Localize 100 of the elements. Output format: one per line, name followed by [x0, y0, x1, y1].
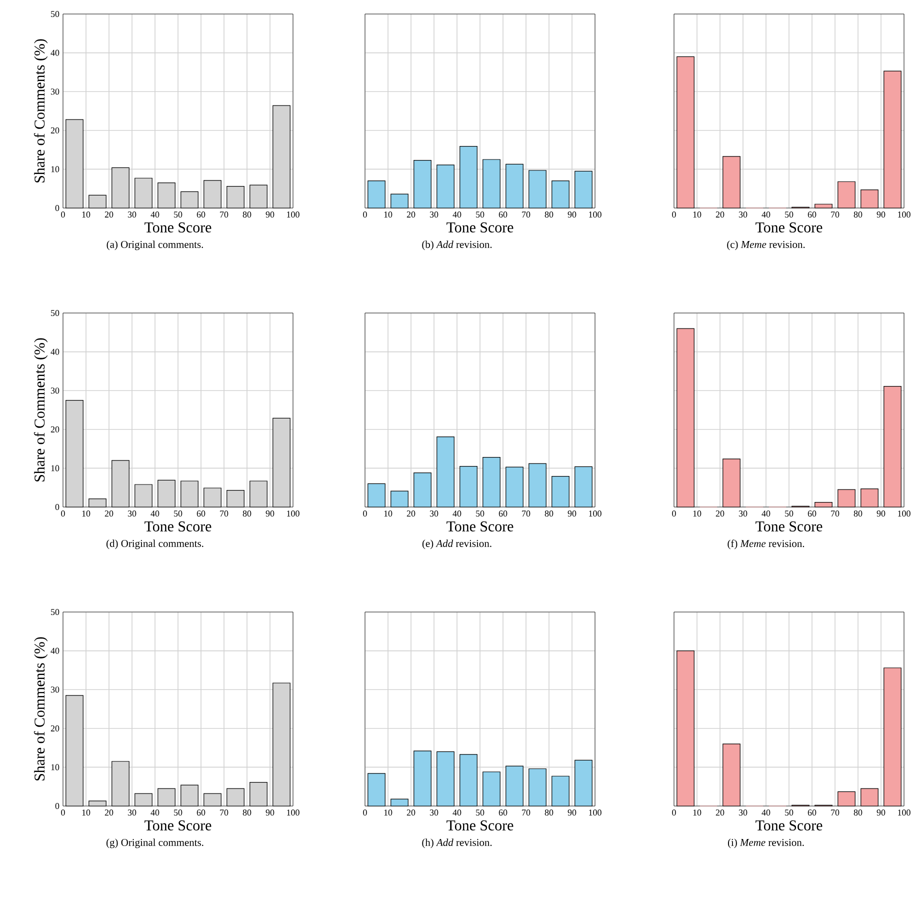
- x-tick-label: 30: [128, 810, 136, 816]
- x-tick-label: 60: [196, 212, 206, 218]
- x-tick-label: 80: [544, 212, 554, 218]
- x-tick-label: 20: [716, 212, 724, 218]
- x-tick-label: 80: [242, 510, 252, 517]
- x-tick-label: 50: [174, 510, 182, 517]
- x-tick-label: 0: [61, 212, 65, 218]
- x-tick-label: 60: [808, 212, 816, 218]
- x-tick-label: 20: [716, 510, 724, 517]
- x-tick-label: 10: [693, 510, 702, 517]
- y-tick-label: 50: [51, 10, 60, 18]
- y-tick-label: 40: [50, 648, 60, 654]
- x-tick-label: 0: [672, 212, 676, 218]
- x-tick-label: 70: [522, 212, 530, 218]
- x-tick-label: 90: [266, 212, 274, 218]
- y-tick-label: 20: [50, 725, 60, 732]
- y-tick-label: 30: [50, 388, 60, 394]
- y-axis-title: Share of Comments (%): [34, 39, 48, 182]
- x-tick-label: 40: [150, 212, 160, 218]
- x-tick-label: 50: [785, 510, 794, 517]
- y-tick-label: 50: [51, 608, 60, 616]
- x-tick-label: 70: [220, 510, 228, 517]
- x-tick-label: 10: [693, 212, 702, 218]
- y-tick-label: 0: [55, 504, 60, 510]
- x-tick-label: 10: [82, 510, 90, 517]
- x-tick-label: 60: [808, 810, 816, 816]
- text: (a) Original comments.: [106, 240, 203, 250]
- x-tick-label: 100: [287, 510, 300, 517]
- x-tick-label: 70: [831, 212, 840, 218]
- x-tick-label: 80: [242, 212, 252, 218]
- x-tick-label: 30: [430, 212, 438, 218]
- x-tick-label: 90: [266, 510, 274, 517]
- x-tick-label: 100: [589, 510, 602, 517]
- x-tick-label: 50: [785, 810, 794, 816]
- x-tick-label: 0: [61, 810, 65, 816]
- x-tick-label: 30: [430, 510, 438, 517]
- x-tick-label: 70: [220, 810, 228, 816]
- text: (h) Add revision.: [422, 838, 492, 848]
- x-tick-label: 30: [128, 212, 136, 218]
- x-tick-label: 70: [831, 510, 840, 517]
- x-axis-title: Tone Score: [756, 521, 822, 532]
- x-tick-label: 10: [384, 810, 392, 816]
- x-tick-label: 80: [242, 810, 252, 816]
- x-tick-label: 100: [287, 212, 300, 218]
- x-axis-title: Tone Score: [446, 820, 514, 830]
- x-tick-label: 10: [384, 510, 392, 517]
- text: (c) Meme revision.: [727, 240, 805, 250]
- x-tick-label: 20: [104, 510, 114, 517]
- x-tick-label: 40: [762, 212, 770, 218]
- x-tick-label: 70: [522, 510, 530, 517]
- x-tick-label: 10: [384, 212, 392, 218]
- x-tick-label: 40: [452, 510, 462, 517]
- x-tick-label: 60: [498, 510, 508, 517]
- y-axis-title: Share of Comments (%): [34, 338, 48, 482]
- x-tick-label: 40: [150, 810, 160, 816]
- x-tick-label: 40: [762, 810, 770, 816]
- x-tick-label: 50: [476, 212, 484, 218]
- x-tick-label: 30: [128, 510, 136, 517]
- x-axis-title: Tone Score: [144, 521, 212, 532]
- x-tick-label: 60: [196, 810, 206, 816]
- x-tick-label: 90: [876, 510, 886, 517]
- x-tick-label: 40: [452, 810, 462, 816]
- x-tick-label: 20: [104, 212, 114, 218]
- x-tick-label: 0: [363, 810, 367, 816]
- x-tick-label: 40: [762, 510, 770, 517]
- y-tick-label: 20: [50, 426, 60, 432]
- x-tick-label: 60: [498, 212, 508, 218]
- x-tick-label: 90: [568, 212, 576, 218]
- x-tick-label: 60: [196, 510, 206, 517]
- x-tick-label: 20: [406, 510, 416, 517]
- x-tick-label: 40: [150, 510, 160, 517]
- x-tick-label: 60: [498, 810, 508, 816]
- text: (f) Meme revision.: [728, 540, 804, 550]
- x-tick-label: 50: [174, 212, 182, 218]
- x-tick-label: 70: [220, 212, 228, 218]
- x-tick-label: 30: [738, 810, 748, 816]
- text: (i) Meme revision.: [728, 838, 804, 848]
- x-axis-title: Tone Score: [144, 222, 212, 232]
- y-tick-label: 30: [50, 88, 60, 95]
- x-tick-label: 50: [785, 212, 794, 218]
- y-tick-label: 10: [51, 764, 60, 770]
- x-tick-label: 30: [738, 212, 748, 218]
- x-tick-label: 0: [672, 810, 676, 816]
- x-axis-title: Tone Score: [446, 521, 514, 532]
- x-tick-label: 90: [266, 810, 274, 816]
- x-tick-label: 50: [174, 810, 182, 816]
- y-tick-label: 0: [55, 802, 60, 810]
- x-tick-label: 100: [898, 212, 910, 218]
- y-axis-title: Share of Comments (%): [34, 637, 48, 780]
- x-tick-label: 20: [104, 810, 114, 816]
- x-tick-label: 10: [82, 810, 90, 816]
- x-tick-label: 90: [568, 810, 576, 816]
- x-tick-label: 0: [61, 510, 65, 517]
- x-tick-label: 80: [854, 510, 862, 517]
- text: (g) Original comments.: [106, 838, 204, 848]
- x-tick-label: 60: [808, 510, 816, 517]
- x-axis-title: Tone Score: [144, 820, 212, 830]
- x-tick-label: 100: [898, 810, 910, 816]
- x-tick-label: 80: [854, 212, 862, 218]
- y-tick-label: 20: [50, 127, 60, 134]
